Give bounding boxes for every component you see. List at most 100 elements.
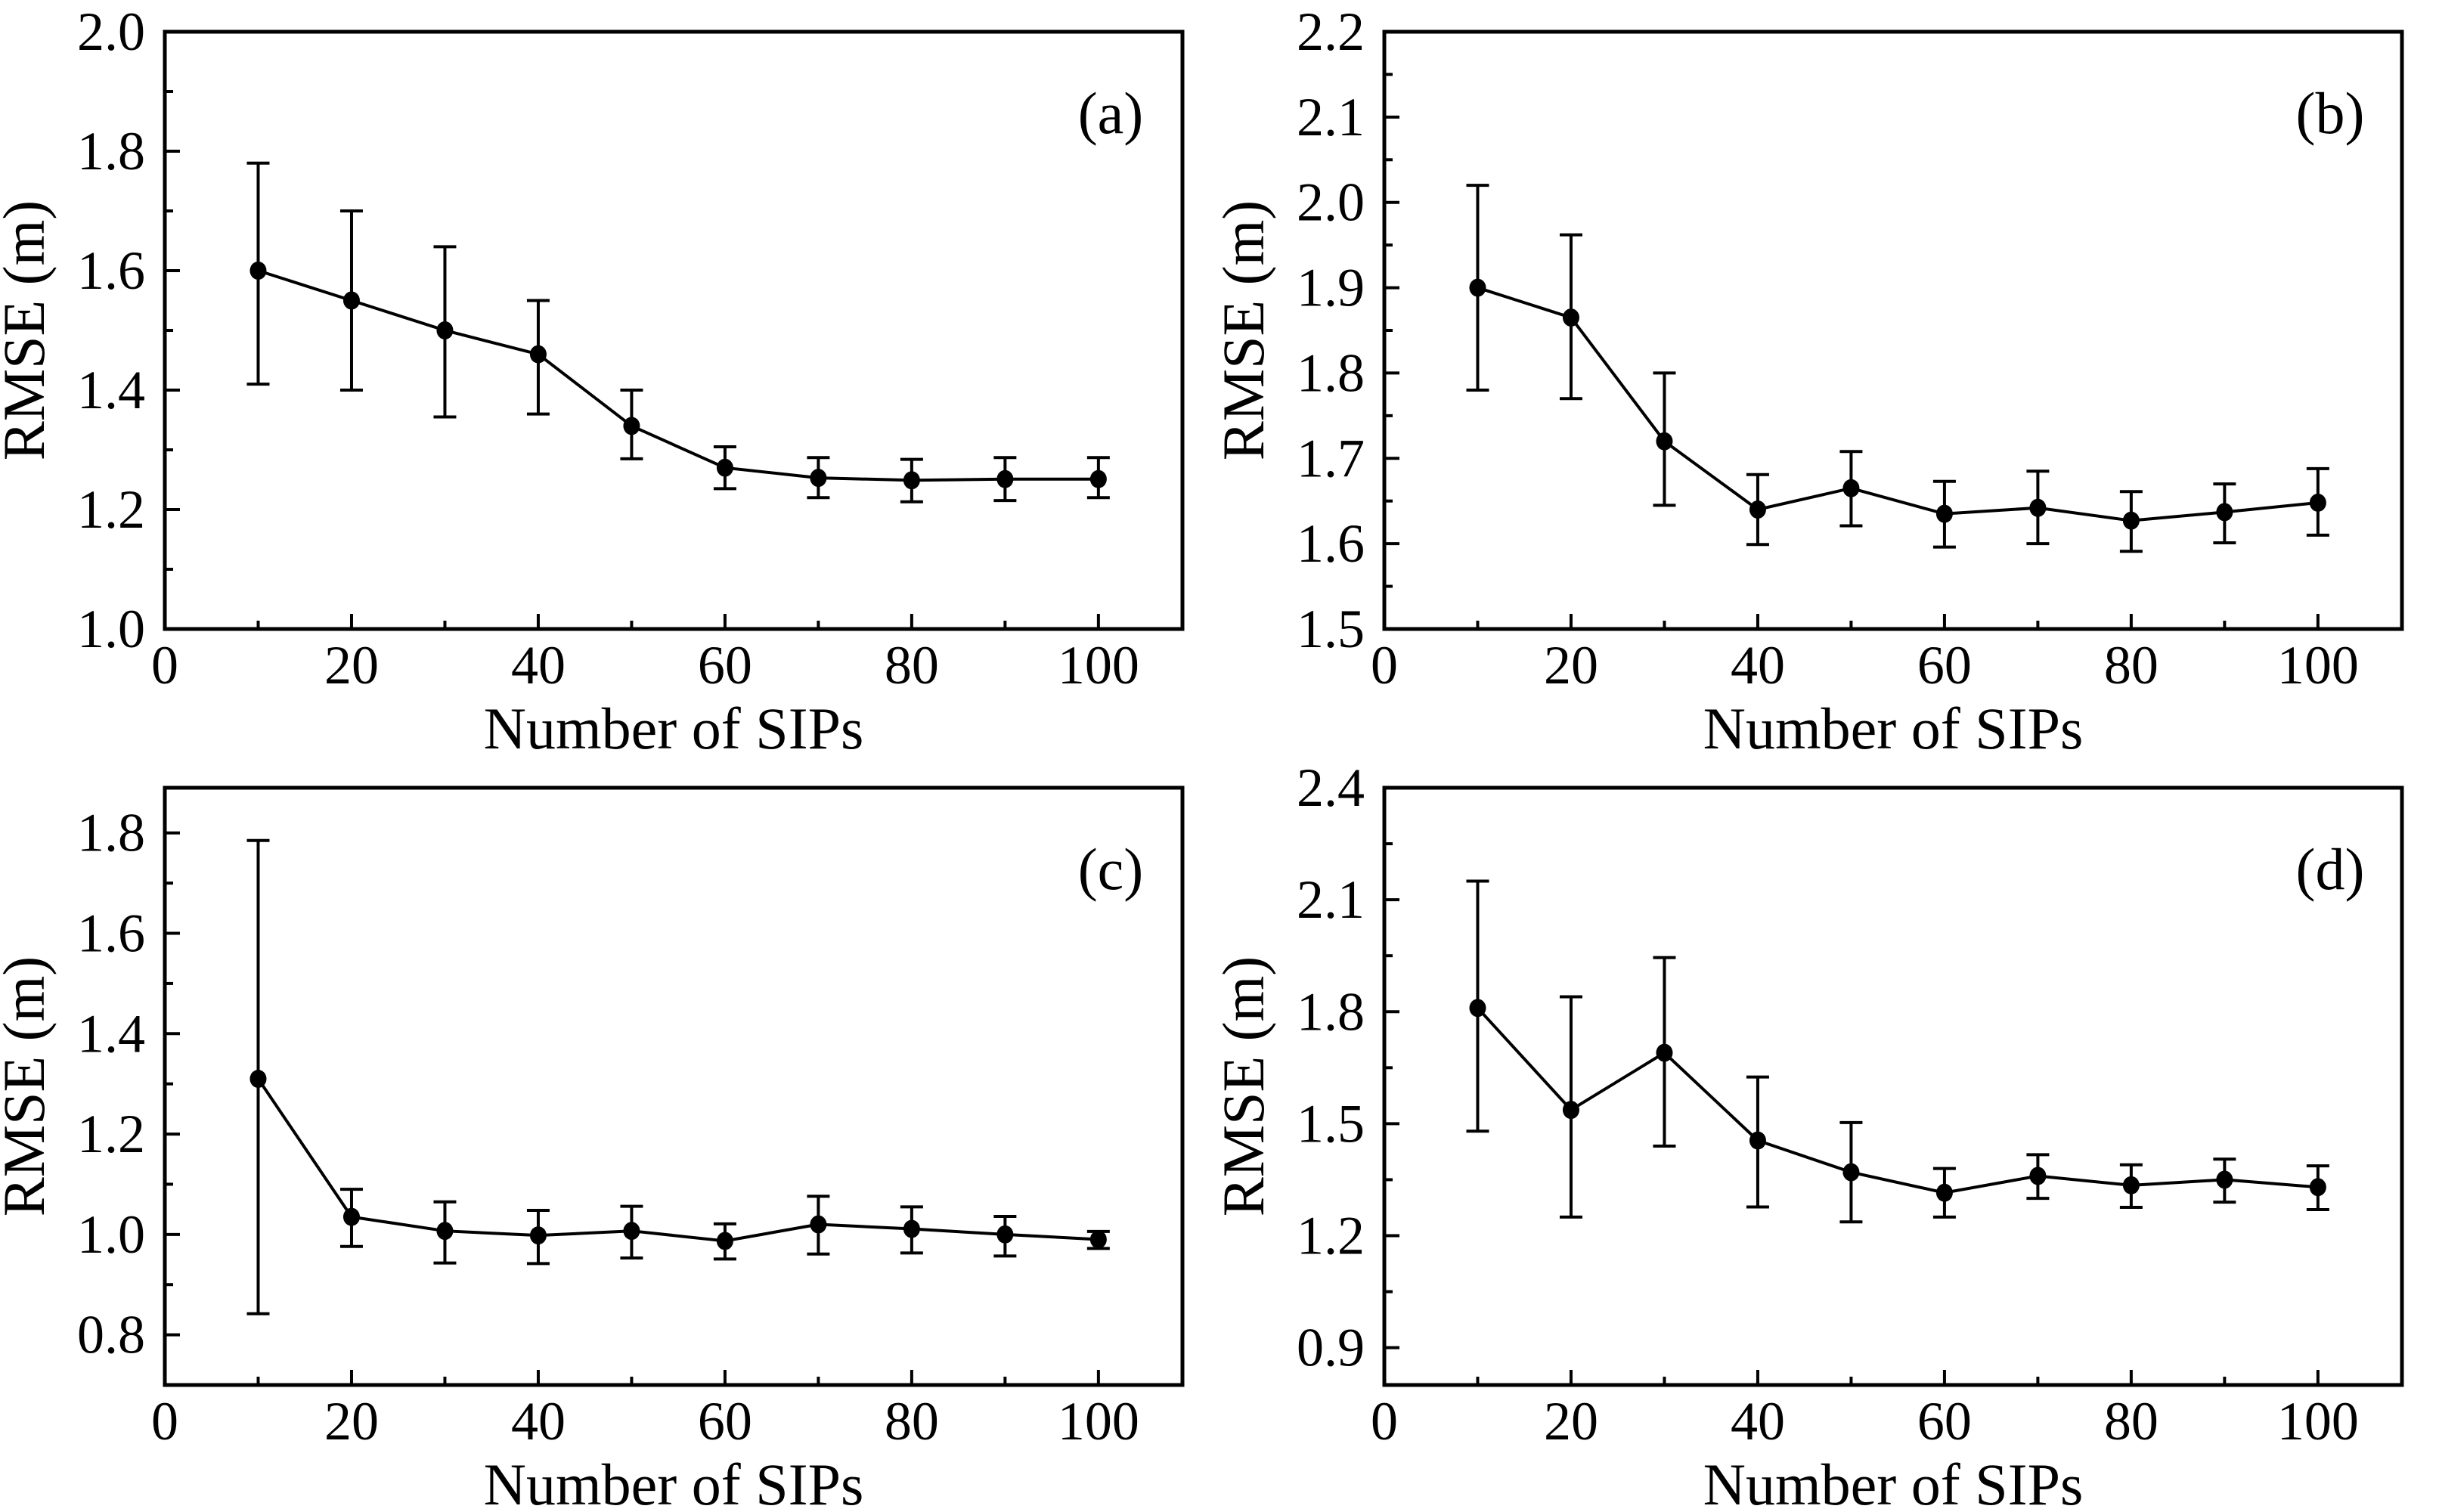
- series-line: [257, 269, 1099, 482]
- axis-ticks: [163, 831, 1100, 1385]
- data-point-marker: [2309, 1178, 2326, 1197]
- plot-frame: [1382, 29, 2404, 631]
- x-tick-label: 100: [2277, 1391, 2359, 1452]
- panel-a: 0 20 40 60 80 100 1.0 1.2 1.4 1.6 1.8 2.0 Number of …: [0, 0, 1220, 756]
- data-point-marker: [623, 1222, 640, 1241]
- x-tick-label: 0: [1371, 1391, 1398, 1452]
- y-tick-label: 1.4: [77, 1003, 145, 1064]
- y-tick-label: 2.0: [77, 2, 145, 62]
- data-point-marker: [1089, 1230, 1107, 1249]
- data-point-marker: [249, 262, 267, 280]
- y-tick-labels: 0.9 1.2 1.5 1.8 2.1 2.4: [1297, 758, 1365, 1378]
- panel-b-chart: 0 20 40 60 80 100 1.5 1.6 1.7 1.8 1.9 2.0 2.1 2.2 Numb…: [1220, 2, 2404, 756]
- data-point-marker: [436, 321, 454, 339]
- x-tick-label: 40: [511, 635, 566, 696]
- y-tick-label: 1.0: [77, 599, 145, 659]
- y-axis-title: RMSE (m): [1220, 956, 1276, 1217]
- data-point-markers: [1469, 999, 2326, 1202]
- panel-letter: (a): [1078, 80, 1144, 146]
- panel-d-chart: 0 20 40 60 80 100 0.9 1.2 1.5 1.8 2.1 2.4 Number of …: [1220, 758, 2404, 1512]
- x-tick-label: 40: [1731, 1391, 1785, 1452]
- data-point-marker: [1562, 1101, 1579, 1120]
- data-point-marker: [996, 1225, 1014, 1244]
- series-line: [1477, 286, 2319, 522]
- y-tick-label: 1.4: [77, 360, 145, 420]
- panel-c-chart: 0 20 40 60 80 100 0.8 1.0 1.2 1.4 1.6 1.8 Number of …: [0, 785, 1185, 1512]
- error-bars: [246, 838, 1110, 1315]
- axis-ticks: [163, 30, 1100, 631]
- x-tick-label: 20: [1544, 1391, 1598, 1452]
- error-bars: [246, 161, 1110, 503]
- data-point-marker: [436, 1222, 454, 1241]
- y-tick-label: 1.2: [77, 1104, 145, 1164]
- y-axis-title: RMSE (m): [0, 200, 57, 461]
- y-tick-label: 1.6: [77, 240, 145, 301]
- x-tick-label: 60: [1917, 635, 1972, 696]
- y-tick-label: 1.7: [1297, 428, 1365, 488]
- x-tick-label: 20: [324, 635, 379, 696]
- data-point-marker: [1469, 278, 1486, 297]
- panel-b: 0 20 40 60 80 100 1.5 1.6 1.7 1.8 1.9 2.0 2.1 2.2 Numb…: [1220, 0, 2439, 756]
- x-tick-labels: 0 20 40 60 80 100: [151, 1391, 1139, 1452]
- panel-letter: (c): [1078, 836, 1144, 902]
- y-tick-label: 1.0: [77, 1204, 145, 1265]
- x-tick-label: 0: [151, 1391, 178, 1452]
- x-tick-label: 100: [2277, 635, 2359, 696]
- plot-frame: [163, 785, 1185, 1387]
- y-tick-label: 1.5: [1297, 599, 1365, 659]
- x-tick-label: 0: [151, 635, 178, 696]
- x-tick-label: 80: [885, 635, 939, 696]
- y-tick-label: 1.8: [1297, 342, 1365, 403]
- y-tick-label: 2.1: [1297, 869, 1365, 930]
- data-point-marker: [1842, 1163, 1860, 1182]
- y-tick-label: 1.2: [77, 479, 145, 540]
- data-point-marker: [810, 1215, 827, 1234]
- data-point-marker: [529, 345, 547, 364]
- panel-a-chart: 0 20 40 60 80 100 1.0 1.2 1.4 1.6 1.8 2.0 Number of …: [0, 2, 1185, 756]
- data-point-marker: [1842, 479, 1860, 497]
- axis-ticks: [1383, 30, 2320, 631]
- y-tick-label: 2.0: [1297, 172, 1365, 233]
- y-tick-label: 1.5: [1297, 1093, 1365, 1154]
- x-tick-label: 20: [1544, 635, 1598, 696]
- y-tick-label: 1.2: [1297, 1206, 1365, 1266]
- data-point-marker: [2122, 511, 2140, 530]
- y-tick-label: 2.1: [1297, 87, 1365, 147]
- data-point-marker: [716, 1232, 733, 1250]
- y-tick-labels: 0.8 1.0 1.2 1.4 1.6 1.8: [77, 803, 145, 1365]
- x-tick-label: 20: [324, 1391, 379, 1452]
- y-tick-label: 2.2: [1297, 2, 1365, 62]
- x-axis-title: Number of SIPs: [484, 1452, 864, 1512]
- error-bars: [1466, 879, 2329, 1224]
- x-axis-title: Number of SIPs: [484, 696, 864, 756]
- panel-letter: (b): [2296, 80, 2365, 146]
- data-point-marker: [1656, 432, 1673, 451]
- panel-letter: (d): [2296, 836, 2365, 902]
- data-point-marker: [903, 471, 920, 490]
- y-tick-label: 1.6: [1297, 513, 1365, 574]
- x-tick-label: 100: [1058, 635, 1139, 696]
- data-point-marker: [529, 1226, 547, 1245]
- axis-ticks: [1383, 786, 2320, 1385]
- data-point-markers: [1469, 278, 2326, 530]
- x-axis-title: Number of SIPs: [1703, 1452, 2084, 1512]
- data-point-marker: [1935, 1183, 1953, 1202]
- y-tick-label: 0.8: [77, 1305, 145, 1365]
- data-point-marker: [1089, 469, 1107, 488]
- y-tick-label: 1.8: [77, 121, 145, 181]
- data-point-marker: [2216, 503, 2233, 522]
- data-point-marker: [1935, 504, 1953, 523]
- x-tick-label: 60: [1917, 1391, 1972, 1452]
- data-point-marker: [1749, 500, 1766, 519]
- data-point-marker: [2216, 1170, 2233, 1189]
- y-tick-label: 1.8: [1297, 981, 1365, 1042]
- data-point-markers: [249, 262, 1107, 490]
- x-tick-labels: 0 20 40 60 80 100: [1371, 1391, 2359, 1452]
- series-line: [256, 1077, 1099, 1243]
- x-tick-label: 80: [2104, 1391, 2159, 1452]
- y-tick-labels: 1.5 1.6 1.7 1.8 1.9 2.0 2.1 2.2: [1297, 2, 1365, 659]
- data-point-marker: [2309, 493, 2326, 512]
- y-tick-label: 1.9: [1297, 258, 1365, 318]
- y-tick-labels: 1.0 1.2 1.4 1.6 1.8 2.0: [77, 2, 145, 659]
